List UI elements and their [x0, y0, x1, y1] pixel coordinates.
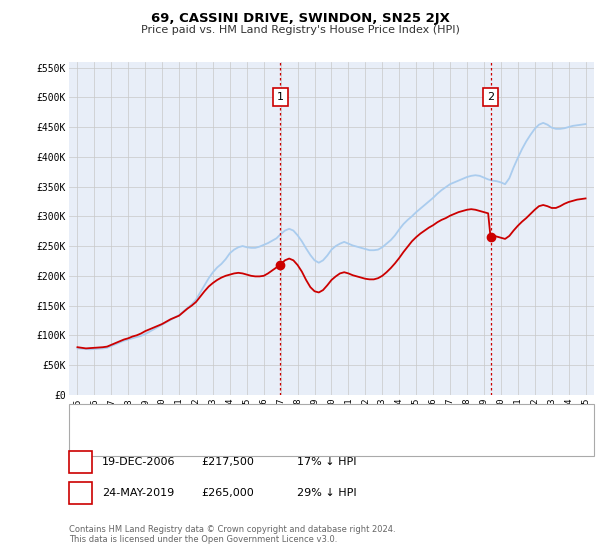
Text: 1: 1 [77, 457, 84, 467]
Text: 19-DEC-2006: 19-DEC-2006 [102, 457, 176, 467]
Text: This data is licensed under the Open Government Licence v3.0.: This data is licensed under the Open Gov… [69, 535, 337, 544]
Text: 2: 2 [487, 92, 494, 102]
Text: 69, CASSINI DRIVE, SWINDON, SN25 2JX: 69, CASSINI DRIVE, SWINDON, SN25 2JX [151, 12, 449, 25]
Text: £217,500: £217,500 [201, 457, 254, 467]
Text: 1: 1 [277, 92, 284, 102]
Text: 2: 2 [77, 488, 84, 498]
Text: ——: —— [84, 412, 109, 425]
Text: ——: —— [84, 436, 109, 449]
Text: Contains HM Land Registry data © Crown copyright and database right 2024.: Contains HM Land Registry data © Crown c… [69, 525, 395, 534]
Text: £265,000: £265,000 [201, 488, 254, 498]
Text: 17% ↓ HPI: 17% ↓ HPI [297, 457, 356, 467]
Text: 24-MAY-2019: 24-MAY-2019 [102, 488, 174, 498]
Text: HPI: Average price, detached house, Swindon: HPI: Average price, detached house, Swin… [114, 437, 351, 447]
Text: Price paid vs. HM Land Registry's House Price Index (HPI): Price paid vs. HM Land Registry's House … [140, 25, 460, 35]
Text: 69, CASSINI DRIVE, SWINDON, SN25 2JX (detached house): 69, CASSINI DRIVE, SWINDON, SN25 2JX (de… [114, 413, 418, 423]
Text: 29% ↓ HPI: 29% ↓ HPI [297, 488, 356, 498]
